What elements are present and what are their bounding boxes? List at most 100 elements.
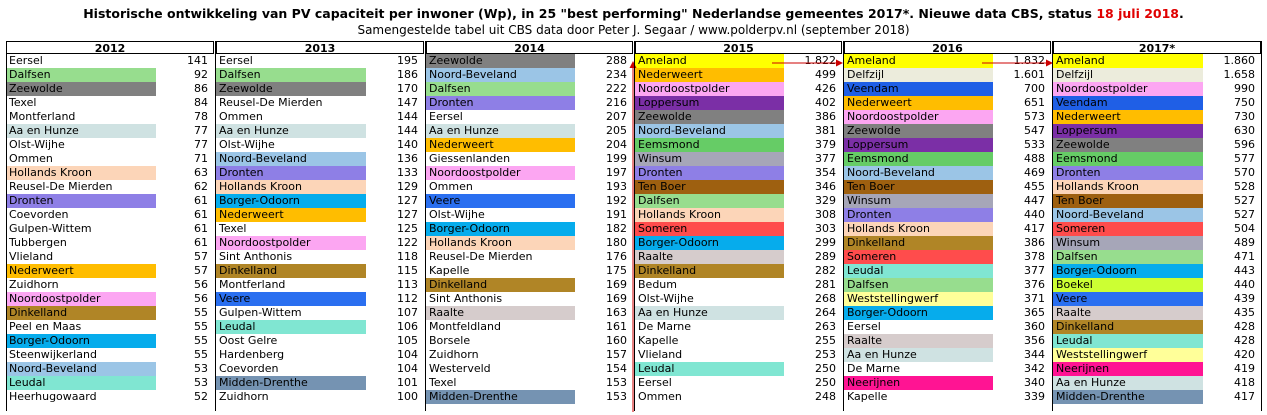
- capacity-value: 157: [606, 348, 627, 361]
- municipality-name: Dinkelland: [426, 278, 575, 292]
- municipality-name: Dronten: [635, 166, 784, 180]
- table-row: Bedum 281: [635, 278, 842, 292]
- municipality-name: Eemsmond: [635, 138, 784, 152]
- table-row: Zeewolde 288: [426, 54, 633, 68]
- capacity-value: 730: [1234, 110, 1255, 123]
- table-row: Eemsmond 488: [844, 152, 1051, 166]
- column-divider: [6, 41, 7, 411]
- municipality-name: Eemsmond: [1053, 152, 1203, 166]
- table-row: Dronten 440: [844, 208, 1051, 222]
- capacity-value: 169: [606, 292, 627, 305]
- table-row: Dronten 216: [426, 96, 633, 110]
- table-row: Eemsmond 577: [1053, 152, 1261, 166]
- table-row: Veere 192: [426, 194, 633, 208]
- capacity-value: 199: [606, 152, 627, 165]
- municipality-name: Oost Gelre: [216, 334, 366, 348]
- table-row: Olst-Wijhe 140: [216, 138, 424, 152]
- municipality-name: Dinkelland: [844, 236, 993, 250]
- capacity-value: 61: [194, 222, 208, 235]
- municipality-name: Coevorden: [6, 208, 156, 222]
- table-row: Hollands Kroon 129: [216, 180, 424, 194]
- municipality-name: Winsum: [844, 194, 993, 208]
- table-row: Aa en Hunze 205: [426, 124, 633, 138]
- municipality-name: Texel: [426, 376, 575, 390]
- municipality-name: Heerhugowaard: [6, 390, 156, 404]
- table-row: Kapelle 175: [426, 264, 633, 278]
- municipality-name: Dalfsen: [635, 194, 784, 208]
- table-row: Zuidhorn 157: [426, 348, 633, 362]
- capacity-value: 428: [1234, 320, 1255, 333]
- capacity-value: 105: [397, 334, 418, 347]
- capacity-value: 161: [606, 320, 627, 333]
- year-column-2013: 2013 Eersel 195 Dalfsen 186 Zeewolde 170 Reusel…: [216, 41, 424, 404]
- municipality-name: Dalfsen: [1053, 250, 1203, 264]
- capacity-value: 207: [606, 110, 627, 123]
- table-row: Veere 439: [1053, 292, 1261, 306]
- capacity-value: 288: [606, 54, 627, 67]
- table-row: Borger-Odoorn 299: [635, 236, 842, 250]
- municipality-name: Aa en Hunze: [6, 124, 156, 138]
- capacity-value: 175: [606, 264, 627, 277]
- municipality-name: Someren: [844, 250, 993, 264]
- municipality-name: De Marne: [635, 320, 784, 334]
- capacity-value: 144: [397, 110, 418, 123]
- table-row: Noordoostpolder 122: [216, 236, 424, 250]
- capacity-value: 488: [1024, 152, 1045, 165]
- capacity-value: 61: [194, 208, 208, 221]
- municipality-name: Zuidhorn: [6, 278, 156, 292]
- capacity-value: 118: [397, 250, 418, 263]
- municipality-name: Leudal: [844, 264, 993, 278]
- capacity-value: 371: [1024, 292, 1045, 305]
- table-row: Reusel-De Mierden 62: [6, 180, 214, 194]
- table-row: Dalfsen 222: [426, 82, 633, 96]
- capacity-value: 53: [194, 362, 208, 375]
- capacity-value: 547: [1024, 124, 1045, 137]
- year-column-2016: 2016 Ameland 1.832 Delfzijl 1.601 Veendam 700 N…: [844, 41, 1051, 404]
- capacity-value: 193: [606, 180, 627, 193]
- table-row: Loppersum 630: [1053, 124, 1261, 138]
- table-row: Dalfsen 471: [1053, 250, 1261, 264]
- capacity-value: 191: [606, 208, 627, 221]
- municipality-name: Eersel: [844, 320, 993, 334]
- capacity-value: 377: [1024, 264, 1045, 277]
- table-row: Dalfsen 376: [844, 278, 1051, 292]
- municipality-name: Kapelle: [635, 334, 784, 348]
- municipality-name: Ommen: [216, 110, 366, 124]
- capacity-value: 268: [815, 292, 836, 305]
- table-row: Giessenlanden 199: [426, 152, 633, 166]
- municipality-name: Noordoostpolder: [1053, 82, 1203, 96]
- table-row: Delfzijl 1.658: [1053, 68, 1261, 82]
- table-row: Dalfsen 329: [635, 194, 842, 208]
- table-row: Winsum 489: [1053, 236, 1261, 250]
- capacity-value: 77: [194, 138, 208, 151]
- table-row: Ten Boer 455: [844, 180, 1051, 194]
- column-divider: [215, 41, 216, 411]
- capacity-value: 154: [606, 362, 627, 375]
- capacity-value: 248: [815, 390, 836, 403]
- capacity-value: 354: [815, 166, 836, 179]
- capacity-value: 381: [815, 124, 836, 137]
- municipality-name: Noord-Beveland: [1053, 208, 1203, 222]
- capacity-value: 234: [606, 68, 627, 81]
- municipality-name: Steenwijkerland: [6, 348, 156, 362]
- municipality-name: Olst-Wijhe: [216, 138, 366, 152]
- table-row: Dronten 61: [6, 194, 214, 208]
- table-row: Borsele 160: [426, 334, 633, 348]
- municipality-name: Vlieland: [6, 250, 156, 264]
- municipality-name: Loppersum: [1053, 124, 1203, 138]
- municipality-name: Eersel: [216, 54, 366, 68]
- municipality-name: Hollands Kroon: [216, 180, 366, 194]
- capacity-value: 376: [1024, 278, 1045, 291]
- capacity-value: 379: [815, 138, 836, 151]
- municipality-name: Delfzijl: [844, 68, 993, 82]
- table-row: Borger-Odoorn 365: [844, 306, 1051, 320]
- table-row: Aa en Hunze 418: [1053, 376, 1261, 390]
- municipality-name: Midden-Drenthe: [426, 390, 575, 404]
- table-row: Neerijnen 340: [844, 376, 1051, 390]
- capacity-value: 527: [1234, 194, 1255, 207]
- table-row: Aa en Hunze 264: [635, 306, 842, 320]
- table-row: Leudal 428: [1053, 334, 1261, 348]
- municipality-name: Westerveld: [426, 362, 575, 376]
- municipality-name: Loppersum: [844, 138, 993, 152]
- capacity-value: 447: [1024, 194, 1045, 207]
